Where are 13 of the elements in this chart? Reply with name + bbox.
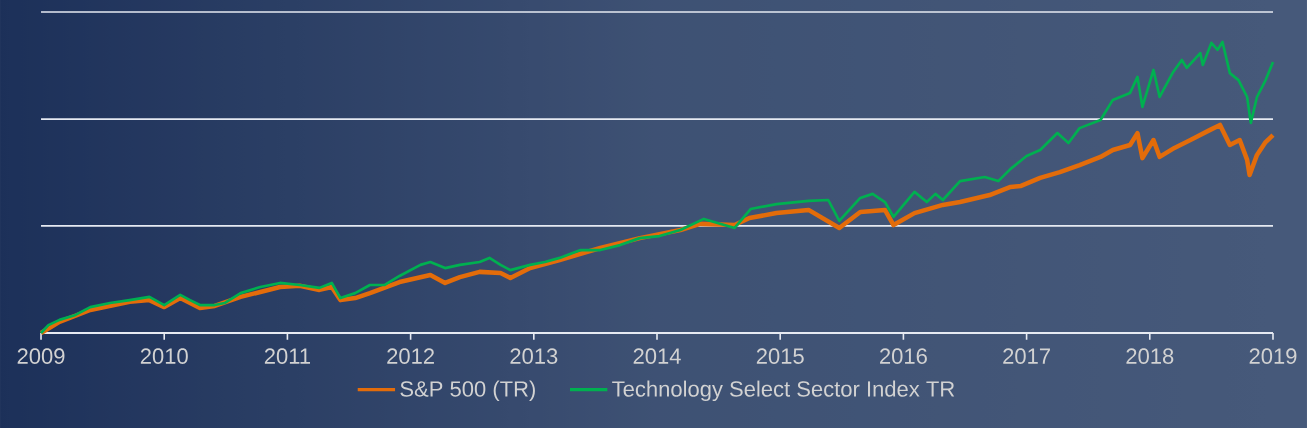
x-tick-label: 2010 [140, 348, 188, 364]
x-tick-label: 2013 [510, 348, 558, 364]
x-tick-label: 2014 [633, 348, 681, 364]
legend-label: Technology Select Sector Index TR [612, 380, 955, 402]
legend-label: S&P 500 (TR) [400, 380, 535, 402]
x-tick-label: 2016 [880, 348, 927, 364]
x-tick-label: 2017 [1003, 348, 1050, 364]
x-tick-label: 2011 [264, 348, 310, 364]
x-tick-label: 2019 [1249, 348, 1297, 364]
x-tick-label: 2018 [1126, 348, 1174, 364]
x-tick-label: 2012 [387, 348, 434, 364]
x-tick-label: 2009 [17, 348, 65, 364]
x-tick-label: 2015 [756, 348, 804, 364]
